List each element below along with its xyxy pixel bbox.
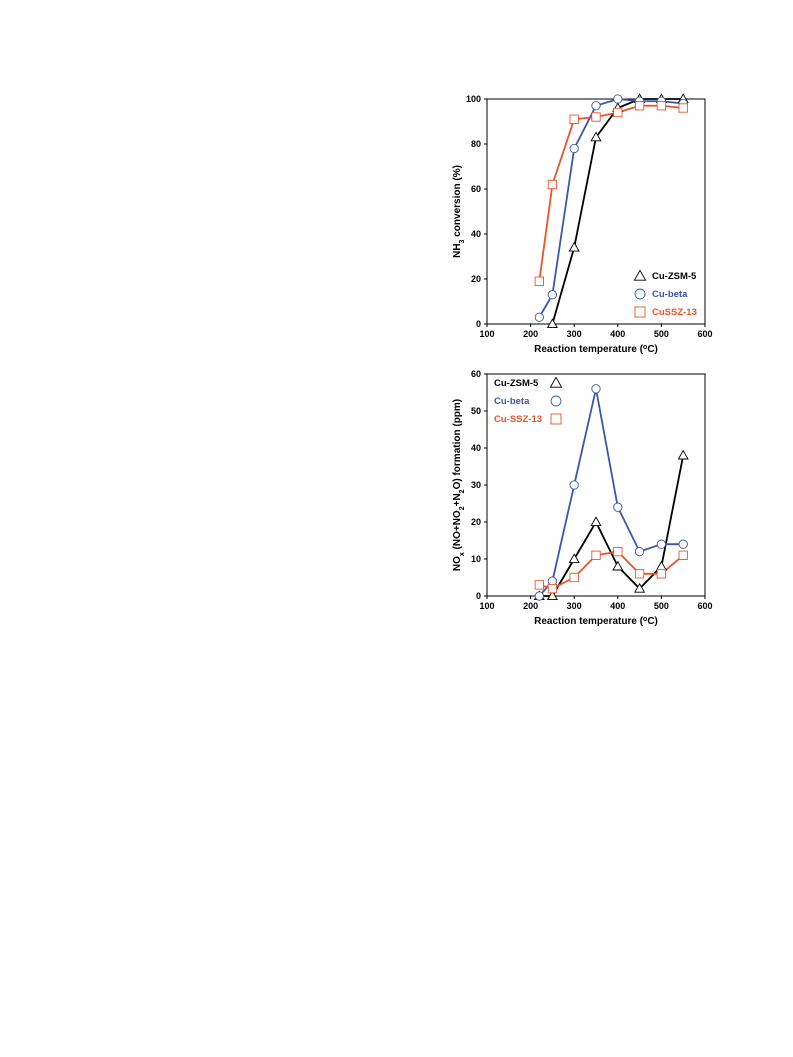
- y-tick-label: 20: [471, 517, 481, 527]
- legend-label: Cu-SSZ-13: [494, 414, 542, 425]
- data-point-cussz-13: [569, 114, 579, 124]
- x-tick-label: 600: [697, 601, 712, 611]
- plot-area: [486, 373, 706, 597]
- data-point-cussz-13: [547, 179, 558, 190]
- data-point-cussz-13: [534, 276, 544, 286]
- y-tick-label: 60: [471, 184, 481, 194]
- y-tick-label: 10: [471, 554, 481, 564]
- data-point-cu-ssz-13: [678, 550, 688, 560]
- x-tick-label: 100: [479, 329, 494, 339]
- data-point-cu-zsm-5: [590, 131, 602, 142]
- nh3-conversion-chart: 100 200 300 400 500 600 0 20 40 60 80 100 Reaction t…: [452, 93, 713, 356]
- data-point-cu-zsm-5: [655, 560, 667, 571]
- data-point-cu-beta: [656, 539, 667, 549]
- legend-label: Cu-beta: [494, 396, 530, 407]
- data-point-cu-beta: [569, 480, 579, 490]
- x-tick-label: 500: [654, 329, 669, 339]
- x-tick-label: 200: [523, 601, 538, 611]
- x-axis-label: Reaction temperature (oC): [534, 344, 658, 356]
- x-tick-label: 600: [697, 329, 712, 339]
- legend-marker-cu-ssz-13: [550, 413, 562, 425]
- y-axis-label: NH3 conversion (%): [452, 165, 466, 258]
- data-point-cu-zsm-5: [590, 516, 602, 527]
- y-axis-label: NOx (NO+NO2+N2O) formation (ppm): [452, 399, 466, 571]
- data-point-cu-ssz-13: [634, 569, 645, 579]
- y-tick-label: 20: [471, 274, 481, 284]
- x-tick-label: 400: [610, 601, 625, 611]
- data-point-cu-beta: [634, 546, 645, 557]
- legend-label: Cu-ZSM-5: [652, 271, 697, 282]
- data-point-cu-beta: [547, 290, 558, 300]
- data-point-cu-beta: [613, 502, 623, 512]
- data-point-cu-beta: [534, 312, 544, 322]
- y-tick-label: 80: [471, 139, 481, 149]
- legend-label: Cu-beta: [652, 289, 688, 300]
- x-tick-label: 500: [654, 601, 669, 611]
- x-tick-label: 300: [567, 329, 582, 339]
- series-line-cu-beta: [538, 98, 684, 318]
- data-point-cussz-13: [613, 107, 623, 118]
- x-axis-label: Reaction temperature (oC): [534, 616, 658, 628]
- series-line-cussz-13: [538, 104, 684, 282]
- data-point-cussz-13: [678, 103, 688, 113]
- y-tick-label: 30: [471, 480, 481, 490]
- legend-label: Cu-ZSM-5: [494, 378, 539, 389]
- data-point-cussz-13: [634, 101, 645, 111]
- data-point-cussz-13: [656, 101, 667, 111]
- y-tick-label: 0: [476, 591, 481, 601]
- x-tick-label: 400: [610, 329, 625, 339]
- y-tick-label: 0: [476, 319, 481, 329]
- x-tick-label: 100: [479, 601, 494, 611]
- data-point-cu-zsm-5: [677, 449, 689, 460]
- y-tick-label: 40: [471, 229, 481, 239]
- data-point-cu-zsm-5: [546, 590, 558, 601]
- x-tick-label: 300: [567, 601, 582, 611]
- legend-marker-cu-beta: [550, 395, 562, 407]
- data-point-cu-ssz-13: [591, 550, 601, 560]
- nox-formation-chart: 100 200 300 400 500 600 0 10 20 30 40 50 60 Reaction …: [452, 369, 713, 627]
- y-tick-label: 100: [466, 94, 481, 104]
- data-point-cu-zsm-5: [546, 318, 558, 329]
- legend-marker-cu-beta: [634, 288, 646, 300]
- y-tick-label: 40: [471, 443, 481, 453]
- data-point-cussz-13: [591, 112, 601, 122]
- legend-marker-cussz-13: [634, 306, 646, 318]
- plot-area: [486, 98, 706, 325]
- data-point-cu-zsm-5: [612, 560, 624, 571]
- data-point-cu-zsm-5: [568, 553, 580, 564]
- data-point-cu-zsm-5: [634, 582, 646, 593]
- data-point-cu-beta: [591, 384, 601, 394]
- data-point-cu-beta: [569, 143, 579, 154]
- data-point-cu-zsm-5: [568, 241, 580, 252]
- data-point-cu-ssz-13: [569, 572, 579, 583]
- data-point-cu-beta: [678, 539, 688, 549]
- data-point-cu-beta: [591, 101, 601, 111]
- x-tick-label: 200: [523, 329, 538, 339]
- legend-marker-cu-zsm-5: [549, 376, 563, 388]
- data-point-cu-ssz-13: [613, 546, 623, 557]
- legend-marker-cu-zsm-5: [633, 269, 647, 281]
- data-point-cu-ssz-13: [534, 580, 544, 590]
- data-point-cu-ssz-13: [547, 583, 558, 594]
- data-point-cu-beta: [613, 94, 623, 104]
- y-tick-label: 50: [471, 406, 481, 416]
- data-point-cu-ssz-13: [656, 569, 667, 579]
- legend-label: CuSSZ-13: [652, 307, 697, 318]
- y-tick-label: 60: [471, 369, 481, 379]
- data-point-cu-beta: [534, 591, 544, 601]
